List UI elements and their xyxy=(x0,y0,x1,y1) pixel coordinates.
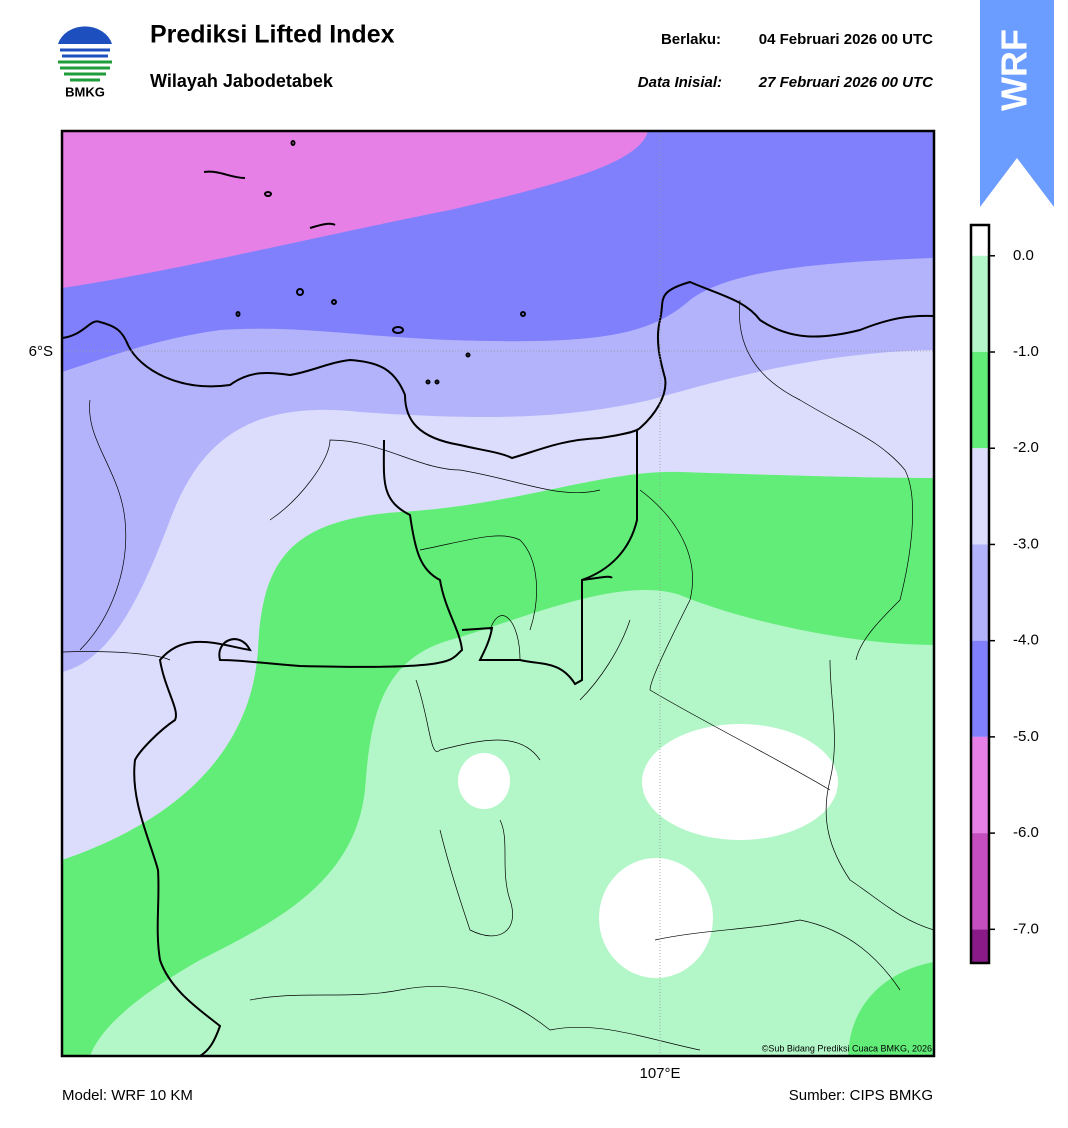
logo-text: BMKG xyxy=(65,84,105,99)
valid-date: 04 Februari 2026 00 UTC xyxy=(759,31,933,48)
colorbar-tick-label: -1.0 xyxy=(1013,343,1039,360)
lat-label: 6°S xyxy=(29,343,53,360)
colorbar-tick-label: -4.0 xyxy=(1013,632,1039,649)
map: ©Sub Bidang Prediksi Cuaca BMKG, 2026 xyxy=(62,131,934,1056)
colorbar-band xyxy=(971,448,989,545)
init-label: Data Inisial: xyxy=(638,74,722,91)
colorbar-tick-label: -6.0 xyxy=(1013,824,1039,841)
footer-source: Sumber: CIPS BMKG xyxy=(789,1087,933,1104)
colorbar-band xyxy=(971,929,989,963)
footer-model: Model: WRF 10 KM xyxy=(62,1087,193,1104)
colorbar-band xyxy=(971,225,989,256)
lon-label: 107°E xyxy=(639,1065,680,1082)
colorbar-band xyxy=(971,640,989,737)
logo: BMKG xyxy=(58,26,112,99)
title: Prediksi Lifted Index xyxy=(150,21,395,49)
map-frame xyxy=(60,129,936,1058)
colorbar-band xyxy=(971,352,989,449)
colorbar-tick-label: -2.0 xyxy=(1013,439,1039,456)
subtitle: Wilayah Jabodetabek xyxy=(150,71,334,91)
colorbar-band xyxy=(971,255,989,353)
colorbar-band xyxy=(971,736,989,834)
valid-label: Berlaku: xyxy=(661,31,721,48)
colorbar-frame xyxy=(969,223,991,965)
colorbar-band xyxy=(971,833,989,930)
colorbar-band xyxy=(971,544,989,641)
colorbar-tick-label: -3.0 xyxy=(1013,535,1039,552)
colorbar: 0.0 -1.0 -2.0 -3.0 -4.0 -5.0 -6.0 -7.0 xyxy=(969,223,1039,965)
init-date: 27 Februari 2026 00 UTC xyxy=(758,74,934,91)
colorbar-tick-label: -7.0 xyxy=(1013,920,1039,937)
wrf-badge: WRF xyxy=(980,0,1054,207)
colorbar-tick-label: 0.0 xyxy=(1013,247,1034,264)
credit: ©Sub Bidang Prediksi Cuaca BMKG, 2026 xyxy=(762,1043,932,1053)
colorbar-tick-label: -5.0 xyxy=(1013,728,1039,745)
badge-text: WRF xyxy=(994,29,1035,111)
